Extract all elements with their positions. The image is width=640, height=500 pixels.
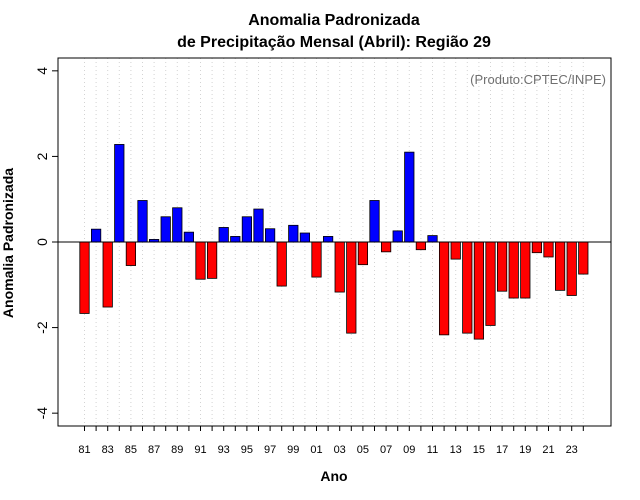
bar-1985	[125, 241, 136, 266]
bar-2023	[566, 241, 577, 296]
y-axis: -4 -2 0 2 4	[34, 67, 58, 420]
bar-2020	[531, 241, 543, 254]
bar-2011	[427, 235, 438, 243]
bar-2015	[473, 241, 485, 340]
chart-title-line-1: Anomalia Padronizada	[248, 12, 420, 29]
y-axis-label: Anomalia Padronizada	[0, 168, 16, 318]
bar-2009	[404, 151, 415, 243]
x-tick-label-87: 87	[148, 444, 160, 456]
x-tick-label-85: 85	[125, 444, 137, 456]
bar-2014	[462, 241, 473, 334]
bar-2010	[415, 241, 427, 251]
bar-1989	[172, 207, 183, 243]
x-tick-label-81: 81	[78, 444, 90, 456]
x-tick-label-95: 95	[241, 444, 253, 456]
bar-2003	[334, 241, 345, 293]
bar-2002	[322, 236, 334, 243]
bar-1982	[91, 228, 102, 243]
bar-2008	[392, 230, 403, 243]
bar-2013	[450, 241, 461, 260]
y-tick-label: -4	[34, 407, 50, 420]
y-tick-label: 0	[34, 238, 50, 246]
bar-2012	[438, 241, 450, 336]
bar-1997	[264, 228, 276, 243]
x-tick-label-05: 05	[357, 444, 369, 456]
bar-2019	[520, 241, 531, 299]
x-tick-label-91: 91	[194, 444, 206, 456]
x-tick-label-93: 93	[218, 444, 230, 456]
bar-1999	[288, 224, 299, 243]
bar-1984	[114, 144, 125, 243]
x-tick-label-89: 89	[171, 444, 183, 456]
chart-title-line-2: de Precipitação Mensal (Abril): Região 2…	[177, 34, 491, 51]
x-tick-label-21: 21	[542, 444, 554, 456]
x-tick-label-19: 19	[519, 444, 531, 456]
bar-1981	[79, 241, 90, 314]
x-tick-label-07: 07	[380, 444, 392, 456]
bar-2007	[380, 241, 392, 253]
bar-2018	[508, 241, 519, 299]
bar-2024	[578, 241, 589, 275]
x-axis: 81 83 85 87 89 91 93 95 97 99 01 03 05 07 09 11 13 15 17 19…	[78, 426, 584, 456]
bar-1996	[253, 208, 264, 243]
bar-1986	[137, 200, 148, 243]
x-tick-label-01: 01	[310, 444, 322, 456]
bar-2021	[543, 241, 554, 258]
x-tick-label-03: 03	[334, 444, 346, 456]
x-tick-label-99: 99	[287, 444, 299, 456]
bar-2006	[369, 200, 380, 243]
bar-2017	[496, 241, 508, 292]
bar-series	[79, 144, 589, 340]
bar-1995	[241, 216, 252, 243]
bar-1993	[218, 227, 229, 243]
bar-1992	[206, 241, 218, 279]
bar-1991	[195, 241, 206, 280]
bar-2001	[311, 241, 322, 278]
bar-2005	[357, 241, 369, 266]
x-tick-label-97: 97	[264, 444, 276, 456]
bar-2000	[299, 232, 311, 243]
x-tick-label-23: 23	[566, 444, 578, 456]
x-axis-label: Ano	[320, 468, 347, 484]
y-tick-label: -2	[34, 321, 50, 334]
x-tick-label-09: 09	[403, 444, 415, 456]
bar-1983	[102, 241, 113, 308]
bar-1998	[276, 241, 287, 287]
bar-2016	[485, 241, 496, 326]
x-tick-label-17: 17	[496, 444, 508, 456]
bar-2004	[346, 241, 357, 334]
bar-1990	[183, 231, 194, 243]
x-tick-label-83: 83	[102, 444, 114, 456]
y-tick-label: 2	[34, 152, 50, 160]
x-tick-label-11: 11	[427, 444, 438, 456]
bar-2022	[555, 241, 566, 291]
x-tick-label-13: 13	[450, 444, 462, 456]
bar-1988	[160, 216, 171, 243]
bar-1994	[230, 236, 241, 243]
credit-label: (Produto:CPTEC/INPE)	[470, 72, 606, 87]
y-tick-label: 4	[34, 67, 50, 75]
x-tick-label-15: 15	[473, 444, 485, 456]
